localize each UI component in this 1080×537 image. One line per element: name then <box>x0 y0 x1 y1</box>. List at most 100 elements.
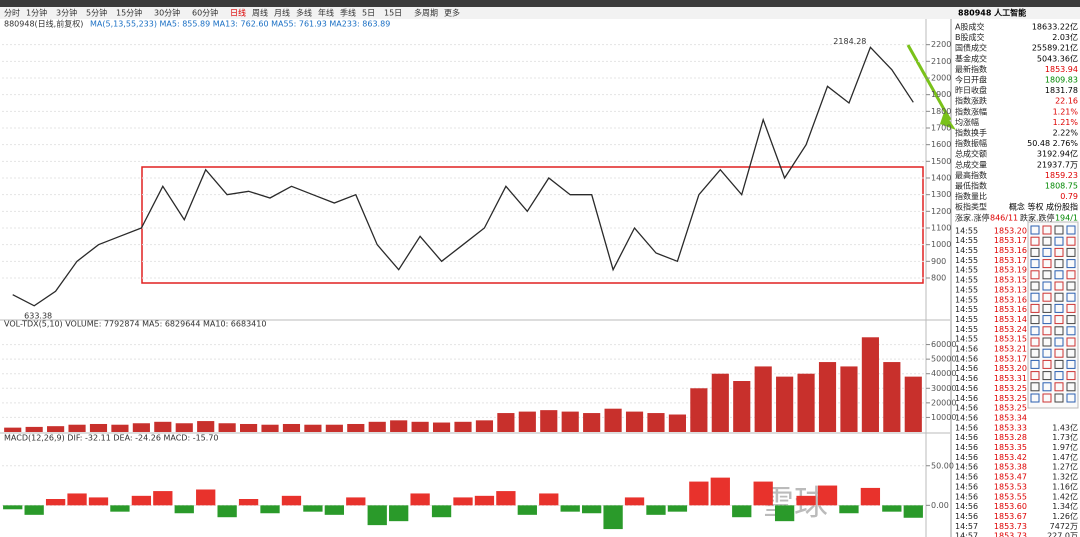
period-tab[interactable]: 周线 <box>252 8 268 18</box>
tool-icon[interactable] <box>1042 236 1052 246</box>
tool-icon[interactable] <box>1066 270 1076 280</box>
period-tab[interactable]: 60分钟 <box>192 8 218 18</box>
y-tick-label: 900 <box>931 257 946 266</box>
tool-icon[interactable] <box>1030 303 1040 313</box>
period-tab[interactable]: 月线 <box>274 8 290 18</box>
tool-icon[interactable] <box>1066 292 1076 302</box>
draw-toolbar <box>1027 221 1079 409</box>
tool-icon[interactable] <box>1066 315 1076 325</box>
tool-icon[interactable] <box>1042 382 1052 392</box>
macd-bar <box>217 505 237 518</box>
tool-icon[interactable] <box>1042 326 1052 336</box>
tool-icon[interactable] <box>1030 292 1040 302</box>
tool-icon[interactable] <box>1030 270 1040 280</box>
tool-icon[interactable] <box>1042 348 1052 358</box>
tool-icon[interactable] <box>1042 292 1052 302</box>
period-tab[interactable]: 多周期 <box>414 8 438 18</box>
tool-icon[interactable] <box>1054 259 1064 269</box>
period-tab[interactable]: 15分钟 <box>116 8 142 18</box>
period-tab[interactable]: 多线 <box>296 8 312 18</box>
macd-bar <box>67 493 87 506</box>
period-tab[interactable]: 15日 <box>384 9 402 18</box>
period-tab[interactable]: 1分钟 <box>26 8 47 18</box>
tool-icon[interactable] <box>1054 348 1064 358</box>
tool-icon[interactable] <box>1054 225 1064 235</box>
field-value: 50.48 2.76% <box>1027 139 1078 148</box>
tool-icon[interactable] <box>1030 393 1040 403</box>
period-tab[interactable]: 5分钟 <box>86 8 107 18</box>
tool-icon[interactable] <box>1066 348 1076 358</box>
tool-icon[interactable] <box>1054 315 1064 325</box>
tool-icon[interactable] <box>1054 292 1064 302</box>
period-tab[interactable]: 日线 <box>230 8 246 18</box>
tool-icon[interactable] <box>1030 247 1040 257</box>
tool-icon[interactable] <box>1042 281 1052 291</box>
tool-icon[interactable] <box>1042 303 1052 313</box>
tick-time: 14:56 <box>955 463 978 472</box>
tool-icon[interactable] <box>1042 225 1052 235</box>
tool-icon[interactable] <box>1030 382 1040 392</box>
tool-icon[interactable] <box>1030 236 1040 246</box>
tool-icon[interactable] <box>1030 281 1040 291</box>
volume-bar <box>240 423 258 432</box>
tool-icon[interactable] <box>1054 270 1064 280</box>
tool-icon[interactable] <box>1030 315 1040 325</box>
tool-icon[interactable] <box>1066 303 1076 313</box>
tool-icon[interactable] <box>1066 382 1076 392</box>
tick-time: 14:57 <box>955 532 978 537</box>
tool-icon[interactable] <box>1042 359 1052 369</box>
tool-icon[interactable] <box>1030 348 1040 358</box>
tool-icon[interactable] <box>1042 337 1052 347</box>
tool-icon[interactable] <box>1066 371 1076 381</box>
tool-icon[interactable] <box>1066 259 1076 269</box>
tool-icon[interactable] <box>1030 371 1040 381</box>
period-tab[interactable]: 年线 <box>318 8 334 18</box>
tool-icon[interactable] <box>1066 337 1076 347</box>
tool-icon[interactable] <box>1054 326 1064 336</box>
tool-icon[interactable] <box>1054 393 1064 403</box>
tool-icon[interactable] <box>1066 247 1076 257</box>
tool-icon[interactable] <box>1042 270 1052 280</box>
tool-icon[interactable] <box>1054 382 1064 392</box>
tool-icon[interactable] <box>1066 393 1076 403</box>
legend: MA(5,13,55,233) MA5: 855.89 MA13: 762.60… <box>90 20 390 29</box>
tool-icon[interactable] <box>1066 225 1076 235</box>
tool-icon[interactable] <box>1030 337 1040 347</box>
tool-icon[interactable] <box>1042 259 1052 269</box>
tool-icon[interactable] <box>1054 337 1064 347</box>
period-tab[interactable]: 更多 <box>444 8 460 18</box>
tool-icon[interactable] <box>1042 393 1052 403</box>
period-tab[interactable]: 分时 <box>4 8 20 18</box>
period-tab[interactable]: 3分钟 <box>56 8 77 18</box>
tool-icon[interactable] <box>1042 315 1052 325</box>
tool-icon[interactable] <box>1066 359 1076 369</box>
tool-icon[interactable] <box>1054 247 1064 257</box>
tool-icon[interactable] <box>1066 236 1076 246</box>
period-tab[interactable]: 5日 <box>362 9 375 18</box>
tool-icon[interactable] <box>1054 359 1064 369</box>
tick-price: 1853.20 <box>994 364 1027 373</box>
tool-icon[interactable] <box>1030 225 1040 235</box>
tool-icon[interactable] <box>1030 326 1040 336</box>
macd-bar <box>88 497 109 506</box>
volume-bar <box>668 414 686 432</box>
tool-icon[interactable] <box>1066 281 1076 291</box>
tick-price: 1853.15 <box>994 276 1027 285</box>
tool-icon[interactable] <box>1042 247 1052 257</box>
period-tab[interactable]: 30分钟 <box>154 8 180 18</box>
tick-time: 14:55 <box>955 285 978 294</box>
tool-icon[interactable] <box>1054 236 1064 246</box>
side-title: 880948 人工智能 <box>958 8 1026 18</box>
period-tab[interactable]: 季线 <box>340 8 356 18</box>
tool-icon[interactable] <box>1054 281 1064 291</box>
field-value: 1831.78 <box>1045 86 1078 95</box>
tool-icon[interactable] <box>1030 259 1040 269</box>
tool-icon[interactable] <box>1030 359 1040 369</box>
tool-icon[interactable] <box>1054 303 1064 313</box>
tool-icon[interactable] <box>1054 371 1064 381</box>
field-label: 总成交量 <box>955 159 987 169</box>
tick-time: 14:55 <box>955 226 978 235</box>
volume-bar <box>733 381 751 432</box>
tool-icon[interactable] <box>1042 371 1052 381</box>
tool-icon[interactable] <box>1066 326 1076 336</box>
